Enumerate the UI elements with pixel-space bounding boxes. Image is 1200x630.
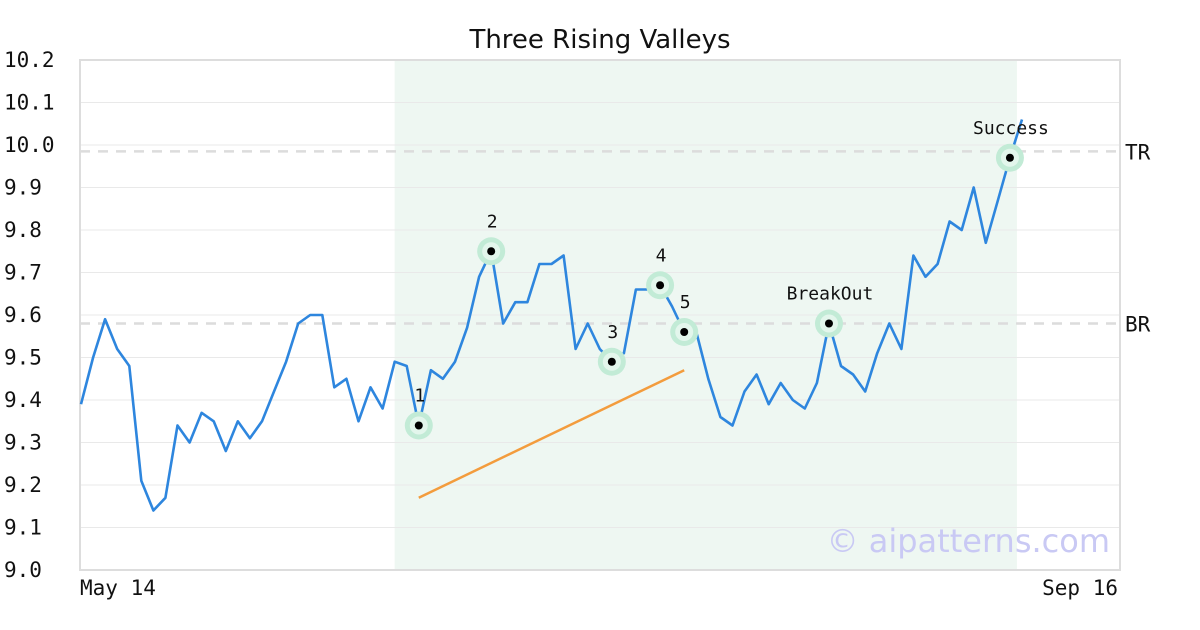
- chart-title: Three Rising Valleys: [468, 25, 730, 55]
- grid: [80, 59, 1120, 571]
- level-label-br: BR: [1125, 313, 1151, 337]
- annotated-points: 1 2 3 4 5 BreakOut Success: [404, 118, 1049, 440]
- y-tick-label: 9.7: [4, 261, 42, 285]
- y-tick-label: 9.9: [4, 176, 42, 200]
- y-tick-label: 9.1: [4, 516, 42, 540]
- series-line: [79, 119, 1024, 512]
- point-dot-5: [680, 328, 689, 336]
- point-dot-breakout: [824, 319, 833, 328]
- point-dot-2: [487, 247, 496, 256]
- point-dot-success: [1005, 153, 1014, 162]
- y-tick-label: 9.3: [4, 431, 42, 455]
- point-dot-3: [607, 357, 616, 366]
- point-label-success: Success: [973, 118, 1049, 139]
- trendline: [418, 369, 685, 499]
- y-tick-label: 9.6: [4, 303, 42, 327]
- y-axis-ticks: 10.2 10.1 10.0 9.9 9.8 9.7 9.6 9.5 9.4 9.3 9.2 9.1 9…: [4, 48, 55, 582]
- point-label-breakout: BreakOut: [787, 284, 874, 305]
- plot-frame: [79, 59, 1121, 571]
- point-dot-1: [414, 421, 423, 430]
- x-tick-end: Sep 16: [1042, 576, 1118, 600]
- levels: TR BR: [80, 140, 1151, 337]
- point-label-2: 2: [487, 211, 498, 232]
- point-dot-4: [656, 281, 665, 290]
- y-tick-label: 9.4: [4, 388, 42, 412]
- y-tick-label: 10.0: [4, 133, 55, 157]
- y-tick-label: 9.5: [4, 346, 42, 370]
- y-tick-label: 9.8: [4, 218, 42, 242]
- watermark: © aipatterns.com: [827, 522, 1110, 560]
- x-tick-start: May 14: [80, 576, 156, 600]
- point-label-3: 3: [607, 322, 618, 343]
- point-label-1: 1: [414, 386, 425, 407]
- y-tick-label: 10.2: [4, 48, 55, 72]
- point-label-4: 4: [656, 245, 667, 266]
- y-tick-label: 9.2: [4, 473, 42, 497]
- level-label-tr: TR: [1125, 140, 1151, 164]
- point-label-5: 5: [680, 292, 691, 313]
- y-tick-label: 10.1: [4, 91, 55, 115]
- y-tick-label: 9.0: [4, 558, 42, 582]
